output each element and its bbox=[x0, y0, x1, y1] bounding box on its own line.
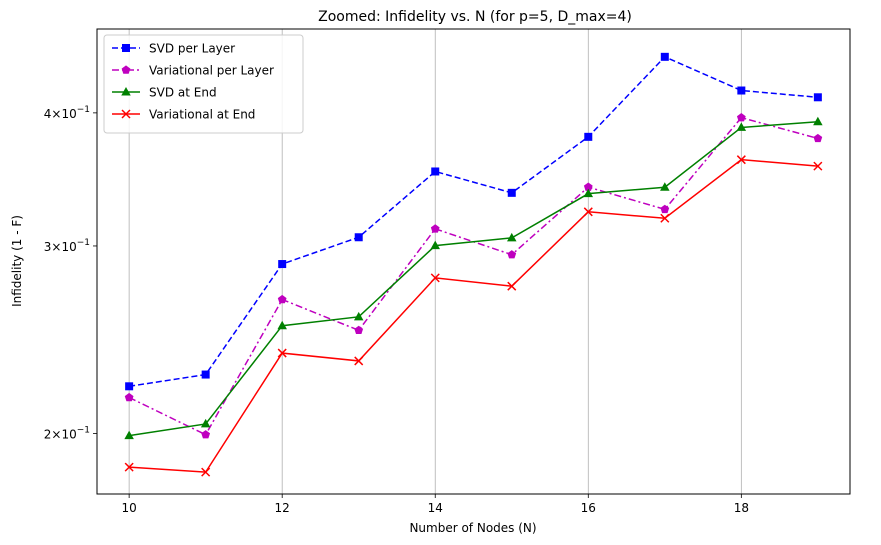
data-point bbox=[124, 392, 134, 402]
x-marker-stroke bbox=[201, 467, 211, 477]
series-svd-at-end bbox=[124, 116, 823, 440]
data-point bbox=[431, 167, 440, 176]
data-point bbox=[813, 93, 822, 102]
data-point bbox=[201, 467, 211, 477]
data-point bbox=[813, 133, 823, 143]
x-marker-stroke bbox=[121, 109, 131, 119]
legend-label: SVD per Layer bbox=[149, 42, 235, 56]
data-point bbox=[354, 325, 364, 335]
data-point bbox=[660, 204, 670, 214]
x-tick-label: 18 bbox=[734, 501, 749, 515]
y-tick-label: 3×10−1 bbox=[44, 238, 90, 254]
data-point bbox=[430, 240, 440, 250]
y-tick-mantissa: 2 bbox=[44, 428, 52, 442]
data-point bbox=[660, 52, 669, 61]
x-tick-label: 16 bbox=[581, 501, 596, 515]
plot-frame bbox=[96, 28, 851, 495]
x-marker-stroke bbox=[507, 281, 517, 291]
x-marker-stroke bbox=[736, 155, 746, 165]
x-marker-stroke bbox=[354, 356, 364, 366]
series-group bbox=[124, 52, 823, 477]
legend-label: Variational at End bbox=[149, 108, 255, 122]
legend: SVD per Layer Variational per Layer SVD at… bbox=[103, 34, 304, 134]
legend-marker bbox=[121, 109, 131, 119]
y-tick-exponent: −1 bbox=[77, 426, 90, 436]
data-point bbox=[660, 213, 670, 223]
y-tick-exponent: −1 bbox=[77, 105, 90, 115]
data-point bbox=[200, 418, 211, 428]
y-axis-label: Infidelity (1 - F) bbox=[10, 215, 24, 307]
legend-marker bbox=[121, 87, 131, 96]
data-point bbox=[354, 233, 363, 242]
data-point bbox=[430, 273, 440, 283]
x-marker-stroke bbox=[430, 273, 440, 283]
data-point bbox=[660, 182, 670, 191]
y-tick-base: 10 bbox=[61, 107, 76, 121]
x-tick-label: 10 bbox=[121, 501, 136, 515]
y-tick-times: × bbox=[51, 240, 61, 254]
data-point bbox=[430, 224, 440, 233]
data-point bbox=[201, 430, 211, 439]
chart-title: Zoomed: Infidelity vs. N (for p=5, D_max… bbox=[318, 9, 632, 25]
series-line bbox=[128, 116, 819, 436]
legend-label: SVD at End bbox=[149, 86, 217, 100]
y-tick-mantissa: 3 bbox=[44, 240, 52, 254]
legend-box bbox=[103, 34, 304, 134]
series-svd-per-layer bbox=[125, 52, 822, 391]
legend-label: Variational per Layer bbox=[149, 64, 274, 78]
series-line bbox=[129, 158, 818, 473]
x-axis-label: Number of Nodes (N) bbox=[409, 521, 536, 535]
x-marker-stroke bbox=[813, 161, 823, 171]
x-tick-label: 12 bbox=[275, 501, 290, 515]
data-point bbox=[583, 207, 593, 217]
y-tick-exponent: −1 bbox=[77, 238, 90, 248]
data-point bbox=[353, 311, 364, 321]
data-point bbox=[124, 430, 134, 440]
data-point bbox=[813, 161, 823, 171]
data-point bbox=[584, 132, 593, 141]
data-point bbox=[201, 370, 210, 379]
y-tick-label: 4×10−1 bbox=[44, 105, 90, 121]
data-point bbox=[736, 113, 746, 122]
y-tick-base: 10 bbox=[61, 240, 76, 254]
series-line bbox=[129, 55, 818, 388]
data-point bbox=[507, 188, 516, 197]
data-point bbox=[507, 250, 517, 259]
legend-marker bbox=[122, 44, 130, 52]
data-point bbox=[124, 462, 134, 472]
y-tick-times: × bbox=[51, 428, 61, 442]
data-point bbox=[813, 116, 823, 126]
data-point bbox=[277, 294, 287, 304]
legend-marker bbox=[121, 65, 131, 74]
data-point bbox=[277, 348, 287, 358]
x-tick-label: 14 bbox=[428, 501, 443, 515]
data-point bbox=[737, 86, 746, 95]
y-tick-base: 10 bbox=[61, 428, 76, 442]
data-point bbox=[736, 155, 746, 165]
series-variational-per-layer bbox=[124, 113, 823, 439]
data-point bbox=[583, 188, 594, 198]
series-line bbox=[129, 120, 818, 437]
data-point bbox=[507, 232, 517, 242]
data-point bbox=[507, 281, 517, 291]
x-marker-stroke bbox=[583, 207, 593, 217]
y-tick-times: × bbox=[51, 107, 61, 121]
data-point bbox=[736, 122, 747, 131]
data-point bbox=[277, 320, 287, 330]
series-variational-at-end bbox=[124, 155, 823, 477]
data-point bbox=[278, 260, 287, 269]
y-tick-label: 2×10−1 bbox=[44, 426, 90, 442]
x-marker-stroke bbox=[124, 462, 134, 472]
data-point bbox=[583, 182, 593, 191]
axis-ticks: 10 12 14 16 182×10−13×10−14×10−1 bbox=[44, 105, 749, 515]
data-point bbox=[125, 382, 134, 391]
data-point bbox=[354, 356, 364, 366]
x-marker-stroke bbox=[660, 213, 670, 223]
y-tick-mantissa: 4 bbox=[44, 107, 52, 121]
x-marker-stroke bbox=[277, 348, 287, 358]
